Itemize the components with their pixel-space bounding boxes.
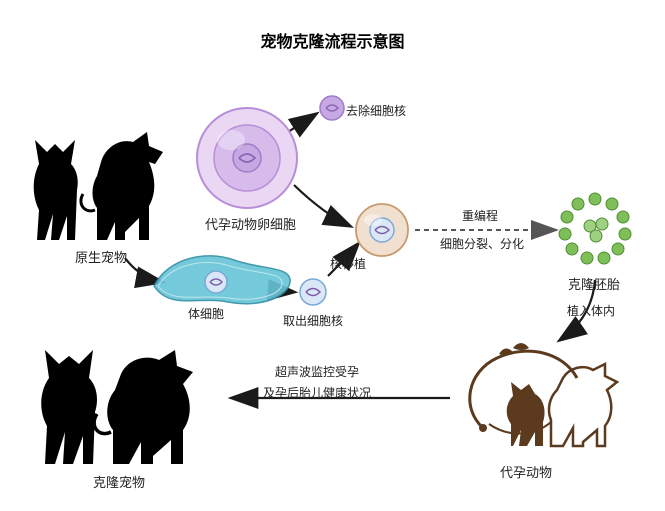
egg-cell-label: 代孕动物卵细胞 — [205, 214, 296, 233]
clone-embryo-label: 克隆胚胎 — [568, 274, 620, 293]
surrogate-animal-icon — [455, 328, 630, 463]
cloned-pet-label: 克隆宠物 — [93, 472, 145, 491]
reprogram-label-2: 细胞分裂、分化 — [440, 235, 524, 252]
clone-embryo-icon — [558, 192, 632, 266]
recon-cell-icon — [354, 202, 410, 258]
somatic-cell-icon — [150, 252, 295, 310]
ultrasound-label-2: 及孕后胎儿健康状况 — [263, 384, 371, 401]
reprogram-label-1: 重编程 — [462, 207, 498, 224]
implant-label: 植入体内 — [567, 302, 615, 319]
somatic-cell-label: 体细胞 — [188, 305, 224, 322]
extracted-nucleus-icon — [298, 277, 328, 307]
extract-nucleus-label: 取出细胞核 — [283, 312, 343, 329]
egg-cell-icon — [195, 106, 299, 210]
removed-nucleus-icon — [318, 94, 346, 122]
cloned-pets-icon — [35, 332, 220, 472]
surrogate-label: 代孕动物 — [500, 462, 552, 481]
remove-nucleus-label: 去除细胞核 — [346, 102, 406, 119]
diagram-stage: 宠物克隆流程示意图 原生宠物 — [0, 0, 665, 511]
ultrasound-label-1: 超声波监控受孕 — [275, 363, 359, 380]
